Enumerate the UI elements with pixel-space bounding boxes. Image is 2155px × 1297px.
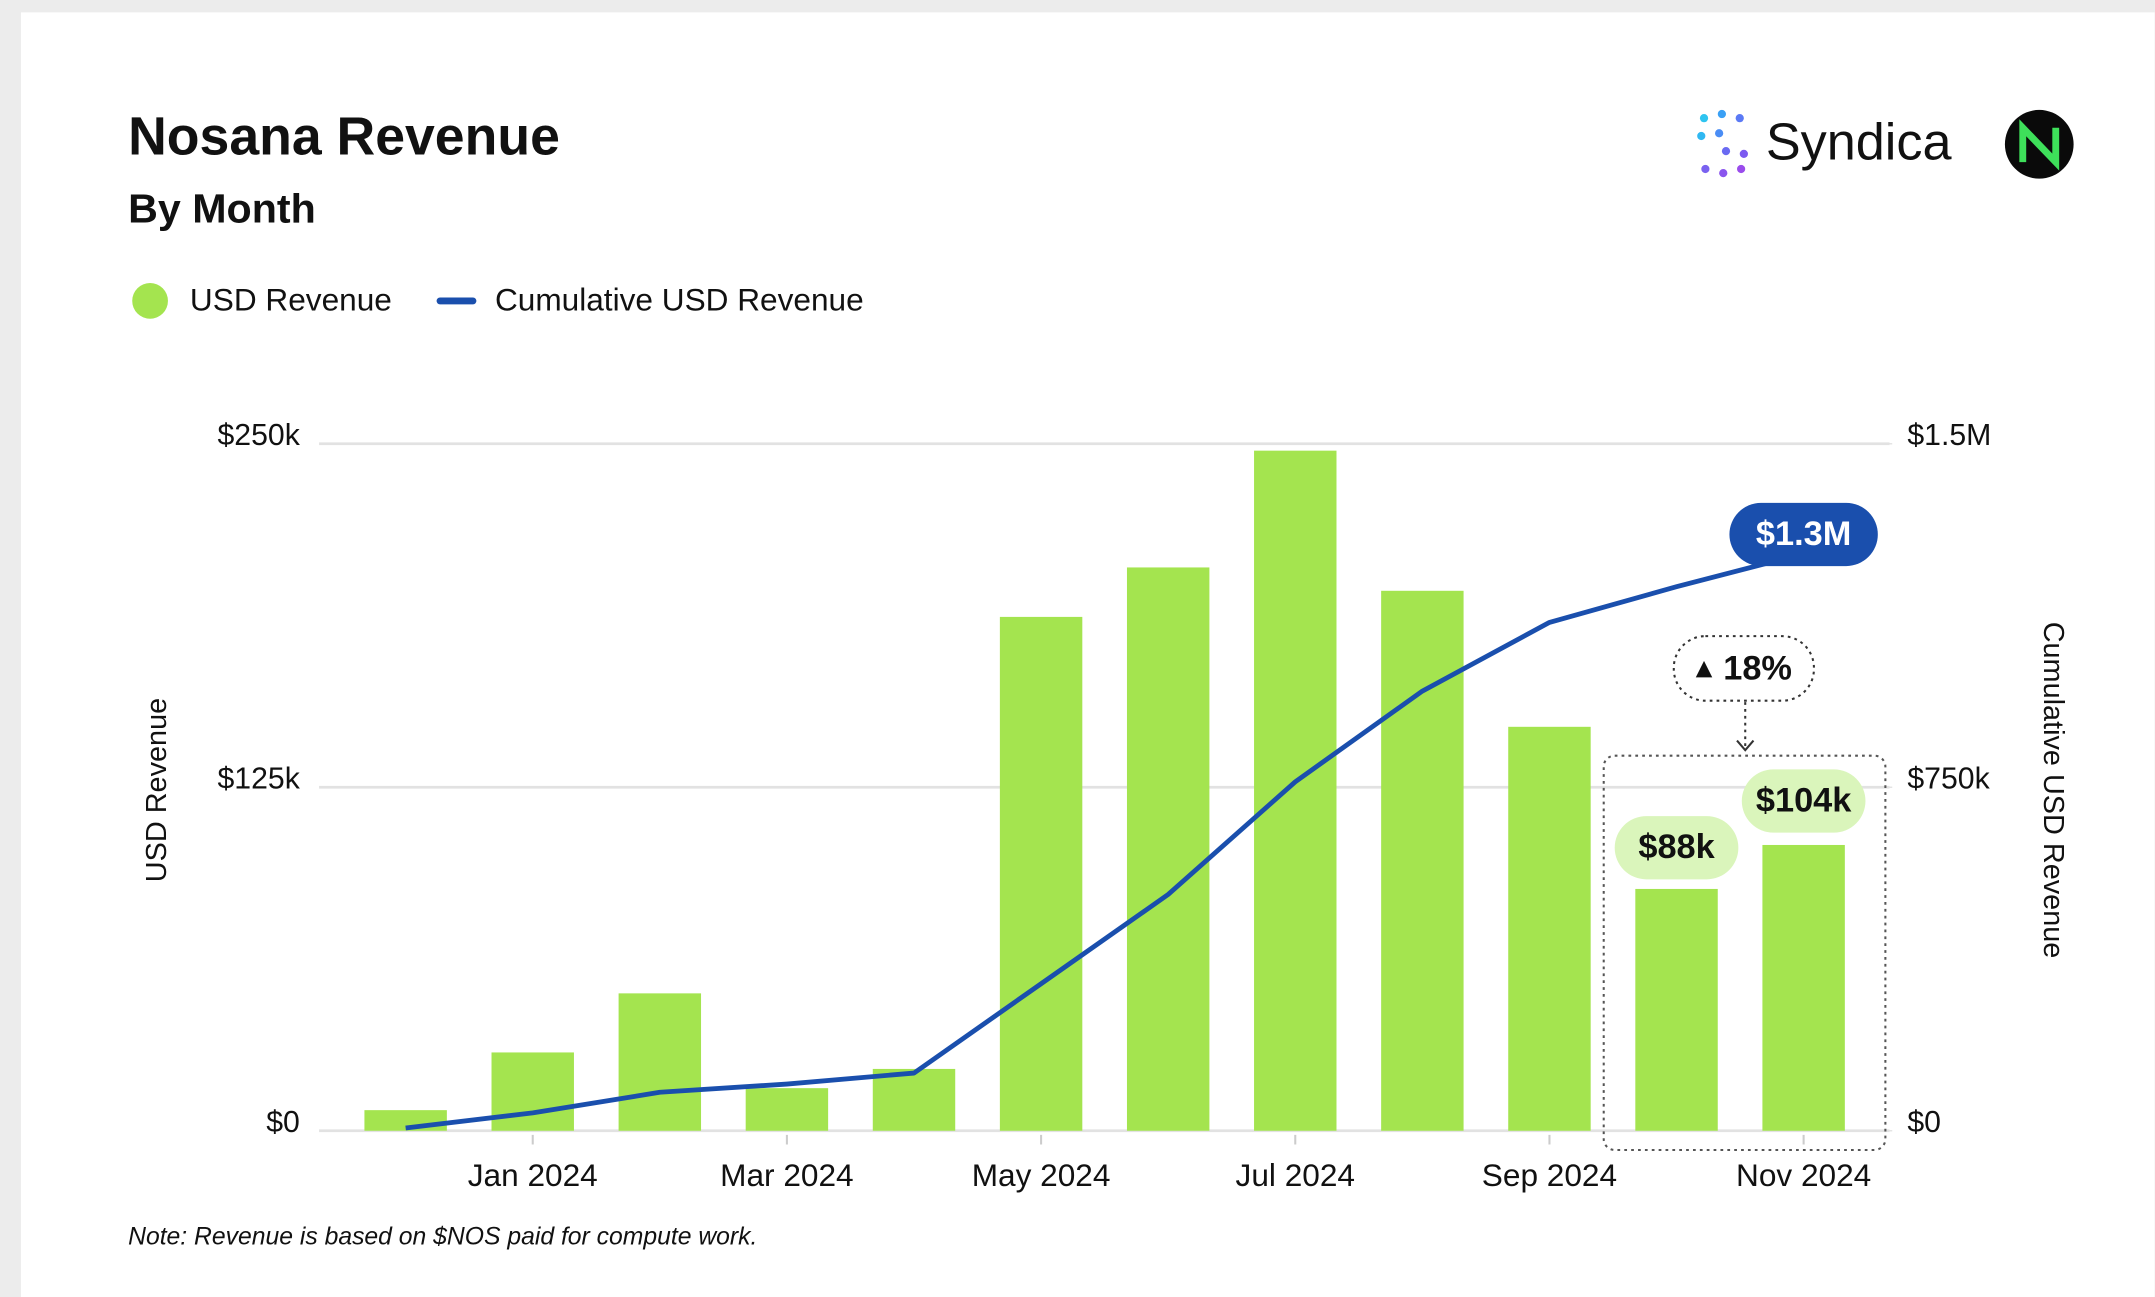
bar [1635, 888, 1718, 1131]
x-tick-label: May 2024 [972, 1157, 1111, 1193]
bar [1762, 844, 1845, 1131]
legend-label: Cumulative USD Revenue [495, 282, 864, 318]
value-label: $88k [1638, 828, 1715, 866]
legend-swatch [132, 283, 168, 319]
bar [1381, 590, 1464, 1131]
y2-axis-title: Cumulative USD Revenue [2037, 622, 2069, 959]
value-label-pill [1614, 816, 1739, 880]
x-tick-label: Nov 2024 [1736, 1157, 1871, 1193]
highlight-box [1602, 754, 1887, 1152]
brand-icon [1697, 109, 1748, 178]
bar [1126, 567, 1210, 1131]
chart-subtitle: By Month [128, 185, 316, 231]
y2-tick-label: $0 [1907, 1106, 1941, 1139]
x-tick-label: Mar 2024 [720, 1157, 853, 1193]
brand-name: Syndica [1766, 113, 1953, 171]
chart-title: Nosana Revenue [128, 106, 560, 166]
x-tick-label: Jan 2024 [468, 1157, 598, 1193]
annotation-triangle [1695, 660, 1713, 678]
y2-tick-label: $1.5M [1907, 419, 1991, 452]
y-tick-label: $0 [266, 1106, 300, 1139]
bar [1508, 726, 1591, 1131]
bar [618, 993, 702, 1131]
line [405, 551, 1805, 1131]
x-tick-label: Sep 2024 [1482, 1157, 1617, 1193]
bar [999, 616, 1083, 1131]
y-axis-title: USD Revenue [141, 698, 173, 882]
partner-logo [2004, 109, 2074, 179]
note: Note: Revenue is based on $NOS paid for … [128, 1223, 757, 1250]
bar [491, 1052, 574, 1131]
value-label: $1.3M [1756, 515, 1851, 553]
value-label: $104k [1756, 781, 1852, 819]
y-tick-label: $250k [218, 419, 301, 452]
value-label-pill [1741, 769, 1866, 833]
y2-tick-label: $750k [1907, 762, 1990, 795]
annotation-arrowhead [1736, 739, 1755, 752]
bar [745, 1088, 829, 1131]
annotation-badge [1672, 635, 1815, 702]
y-tick-label: $125k [218, 762, 301, 795]
legend-label: USD Revenue [190, 282, 392, 318]
annotation-text: 18% [1723, 650, 1792, 688]
bar [872, 1068, 956, 1131]
x-tick-label: Jul 2024 [1236, 1157, 1355, 1193]
value-label-pill [1729, 502, 1878, 567]
bar [1254, 450, 1337, 1131]
